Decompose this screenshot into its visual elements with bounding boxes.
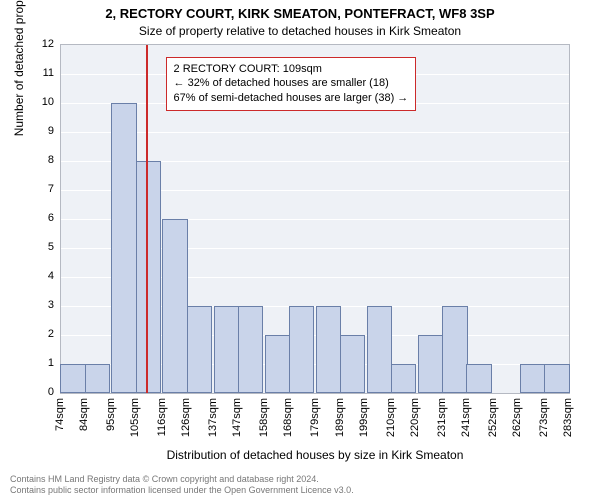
x-tick: 283sqm [562,398,574,437]
annotation-line3: 67% of semi-detached houses are larger (… [174,91,409,106]
x-tick: 189sqm [334,398,346,437]
histogram-bar [162,219,188,393]
histogram-bar [111,103,137,393]
histogram-bar [442,306,468,393]
footer: Contains HM Land Registry data © Crown c… [10,474,590,496]
x-tick: 105sqm [129,398,141,437]
annotation-line2: ← 32% of detached houses are smaller (18… [174,76,409,91]
histogram-bar [289,306,315,393]
x-axis: 74sqm84sqm95sqm105sqm116sqm126sqm137sqm1… [60,394,570,454]
x-tick: 116sqm [156,398,168,436]
histogram-bar [520,364,546,393]
x-axis-label: Distribution of detached houses by size … [60,448,570,462]
y-tick: 5 [48,241,54,253]
y-tick: 1 [48,357,54,369]
chart-title: 2, RECTORY COURT, KIRK SMEATON, PONTEFRA… [0,6,600,21]
x-tick: 273sqm [538,398,550,437]
histogram-bar [418,335,444,393]
y-tick: 6 [48,212,54,224]
y-tick: 2 [48,328,54,340]
y-tick: 4 [48,270,54,282]
histogram-bar [136,161,162,393]
histogram-bar [391,364,417,393]
reference-line [146,45,148,393]
x-tick: 74sqm [54,398,66,431]
annotation-line1: 2 RECTORY COURT: 109sqm [174,62,409,77]
y-tick: 0 [48,386,54,398]
y-tick: 11 [43,67,54,79]
histogram-bar [214,306,240,393]
y-tick: 10 [42,96,54,108]
y-tick: 9 [48,125,54,137]
y-tick: 12 [42,38,54,50]
y-tick: 8 [48,154,54,166]
x-tick: 252sqm [487,398,499,437]
x-tick: 126sqm [180,398,192,437]
y-axis-label: Number of detached properties [12,0,26,136]
x-tick: 95sqm [105,398,117,431]
footer-line2: Contains public sector information licen… [10,485,590,496]
chart-container: { "chart": { "type": "histogram", "title… [0,0,600,500]
x-tick: 179sqm [309,398,321,437]
x-tick: 199sqm [358,398,370,437]
histogram-bar [367,306,393,393]
x-tick: 158sqm [258,398,270,437]
histogram-bar [265,335,291,393]
x-tick: 210sqm [385,398,397,437]
histogram-bar [544,364,570,393]
histogram-bar [187,306,213,393]
x-tick: 84sqm [78,398,90,431]
x-tick: 147sqm [231,398,243,437]
x-tick: 241sqm [460,398,472,437]
histogram-bar [60,364,86,393]
histogram-bar [85,364,111,393]
plot-area: 2 RECTORY COURT: 109sqm ← 32% of detache… [60,44,570,394]
x-tick: 168sqm [282,398,294,437]
histogram-bar [466,364,492,393]
histogram-bar [316,306,342,393]
x-tick: 137sqm [207,398,219,437]
y-tick: 7 [48,183,54,195]
histogram-bar [238,306,264,393]
annotation-box: 2 RECTORY COURT: 109sqm ← 32% of detache… [166,57,417,112]
x-tick: 231sqm [436,398,448,437]
chart-subtitle: Size of property relative to detached ho… [0,24,600,38]
footer-line1: Contains HM Land Registry data © Crown c… [10,474,590,485]
histogram-bar [340,335,366,393]
y-tick: 3 [48,299,54,311]
x-tick: 220sqm [409,398,421,437]
x-tick: 262sqm [511,398,523,437]
